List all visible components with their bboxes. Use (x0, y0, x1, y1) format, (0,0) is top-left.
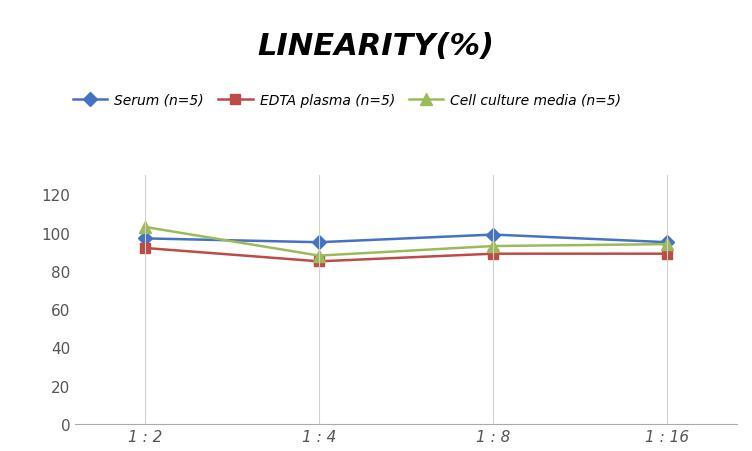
EDTA plasma (n=5) (489, 251, 498, 257)
Line: Serum (n=5): Serum (n=5) (140, 230, 672, 248)
Text: LINEARITY(%): LINEARITY(%) (257, 32, 495, 60)
Legend: Serum (n=5), EDTA plasma (n=5), Cell culture media (n=5): Serum (n=5), EDTA plasma (n=5), Cell cul… (67, 88, 627, 113)
Serum (n=5) (489, 232, 498, 238)
Cell culture media (n=5) (141, 225, 150, 230)
Cell culture media (n=5) (663, 242, 672, 247)
Line: EDTA plasma (n=5): EDTA plasma (n=5) (140, 244, 672, 267)
EDTA plasma (n=5) (314, 259, 323, 264)
EDTA plasma (n=5) (663, 251, 672, 257)
Cell culture media (n=5) (489, 244, 498, 249)
Line: Cell culture media (n=5): Cell culture media (n=5) (139, 222, 673, 262)
Serum (n=5) (663, 240, 672, 245)
Cell culture media (n=5) (314, 253, 323, 259)
Serum (n=5) (314, 240, 323, 245)
Serum (n=5) (141, 236, 150, 242)
EDTA plasma (n=5) (141, 246, 150, 251)
